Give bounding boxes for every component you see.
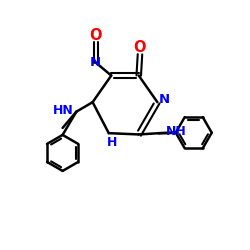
Text: O: O bbox=[134, 40, 146, 55]
Text: O: O bbox=[90, 28, 102, 42]
Text: N: N bbox=[90, 56, 101, 69]
Text: N: N bbox=[159, 93, 170, 106]
Text: H: H bbox=[106, 136, 117, 149]
Text: HN: HN bbox=[52, 104, 73, 117]
Text: NH: NH bbox=[166, 126, 187, 138]
